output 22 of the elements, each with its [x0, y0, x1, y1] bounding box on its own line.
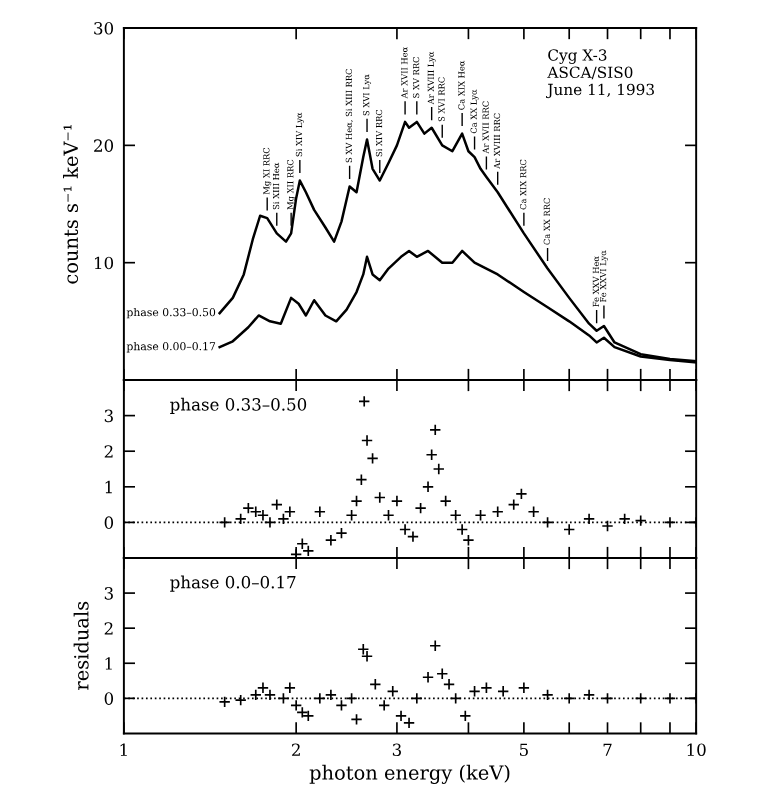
y-tick-label: 2	[104, 622, 113, 635]
x-axis-title: photon energy (keV)	[309, 764, 510, 784]
y-tick-label: 2	[104, 445, 113, 458]
text: phase 0.33–0.50	[170, 397, 307, 414]
y-tick-label: 3	[104, 409, 113, 423]
y-tick-label: 1	[105, 480, 112, 494]
x-tick-label: 10	[687, 743, 706, 757]
y-tick-label: 20	[94, 139, 114, 152]
x-tick-label: 1	[120, 743, 127, 756]
y-tick-label: 10	[94, 256, 114, 270]
text: phase 0.0–0.17	[170, 575, 296, 592]
x-tick-label: 3	[392, 743, 401, 757]
x-tick-label: 5	[520, 743, 528, 757]
y-tick-label: 3	[104, 587, 113, 600]
y-axis-title: counts s⁻¹ keV⁻¹	[63, 124, 79, 284]
y-axis-title: residuals	[73, 601, 89, 690]
x-tick-label: 7	[603, 743, 612, 756]
y-tick-label: 1	[105, 657, 112, 670]
y-tick-label: 30	[94, 22, 114, 35]
y-tick-label: 0	[104, 516, 114, 529]
x-tick-label: 2	[291, 743, 300, 756]
y-tick-label: 0	[104, 692, 114, 705]
